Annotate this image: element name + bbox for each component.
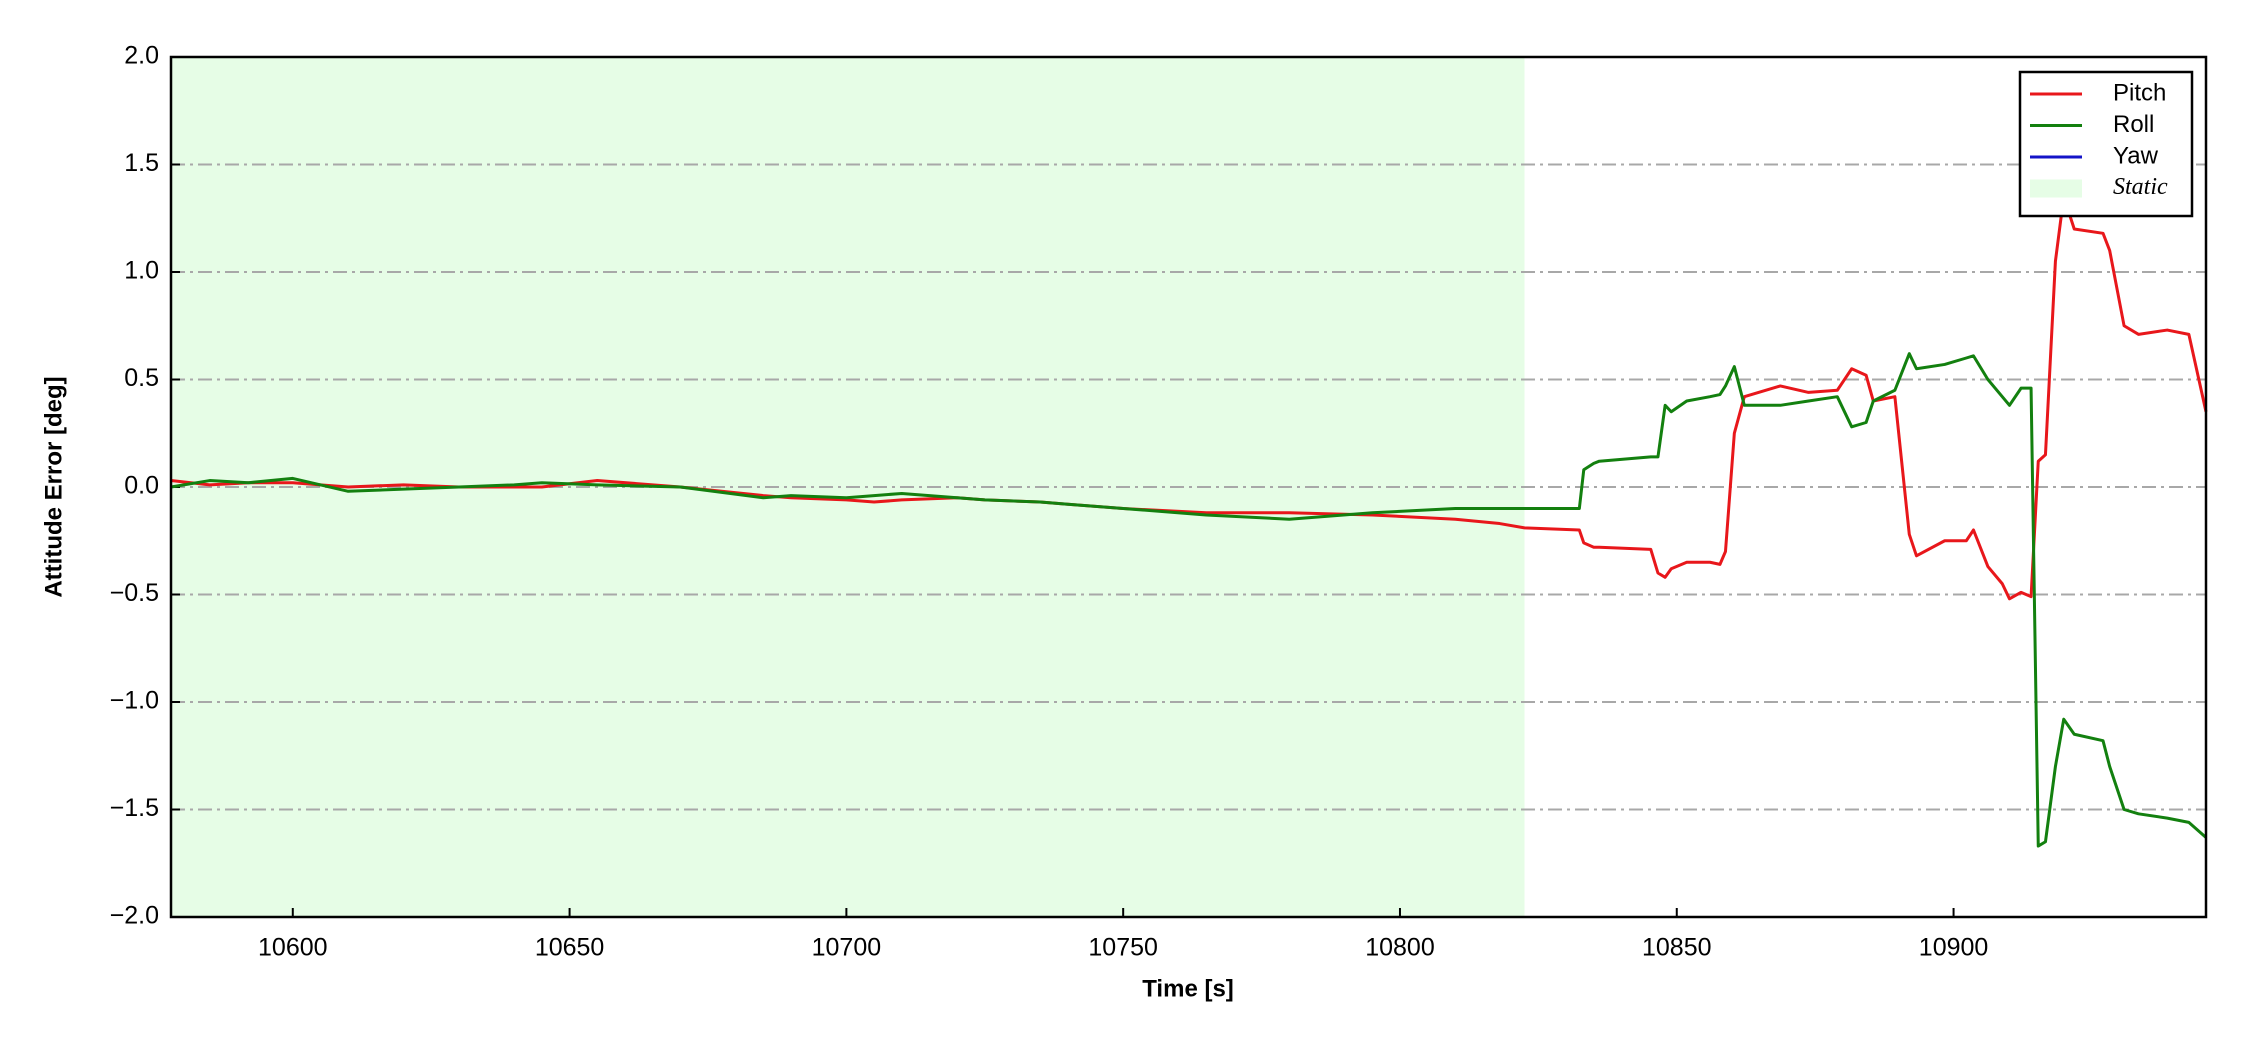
y-tick-label: 1.5 — [124, 149, 159, 177]
legend-label: Static — [2113, 174, 2168, 200]
x-tick-label: 10900 — [1919, 934, 1989, 962]
legend-label: Roll — [2113, 111, 2154, 138]
y-axis-label: Attitude Error [deg] — [40, 376, 67, 597]
y-tick-label: 0.5 — [124, 364, 159, 392]
y-tick-label: −1.0 — [110, 687, 159, 715]
y-tick-label: −0.5 — [110, 579, 159, 607]
y-tick-label: 1.0 — [124, 257, 159, 285]
series-line — [170, 352, 2207, 848]
x-tick-label: 10850 — [1642, 934, 1712, 962]
legend-label: Yaw — [2113, 142, 2159, 169]
legend-label: Pitch — [2113, 79, 2166, 106]
y-tick-label: 2.0 — [124, 42, 159, 70]
x-tick-label: 10600 — [258, 934, 328, 962]
y-tick-label: −2.0 — [110, 902, 159, 930]
x-tick-label: 10800 — [1365, 934, 1435, 962]
x-axis-label: Time [s] — [1142, 975, 1234, 1002]
y-tick-label: 0.0 — [124, 472, 159, 500]
x-tick-label: 10700 — [812, 934, 882, 962]
y-tick-label: −1.5 — [110, 794, 159, 822]
x-tick-label: 10750 — [1088, 934, 1158, 962]
plot-frame — [169, 55, 2208, 919]
legend-swatch — [2030, 179, 2082, 198]
x-tick-label: 10650 — [535, 934, 605, 962]
